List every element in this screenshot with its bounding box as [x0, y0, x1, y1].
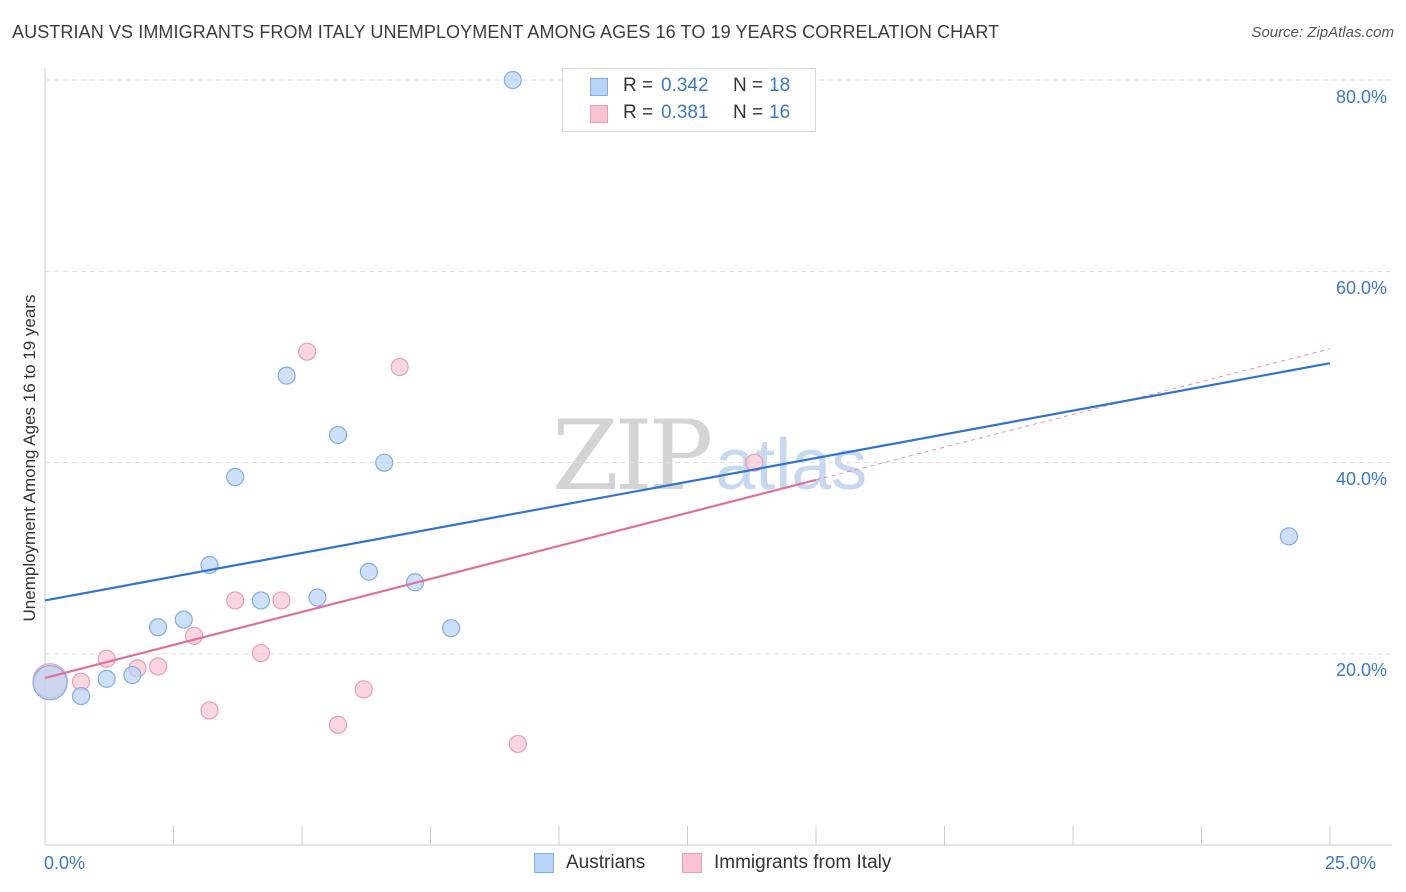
bottom-legend-austrians: Austrians: [534, 852, 664, 876]
data-point-austrians: [174, 610, 193, 629]
data-point-italy: [328, 715, 348, 734]
x-tick-label-max: 25.0%: [1325, 853, 1377, 873]
chart-title: AUSTRIAN VS IMMIGRANTS FROM ITALY UNEMPL…: [12, 22, 1000, 42]
data-point-austrians: [503, 70, 522, 90]
data-point-austrians: [328, 425, 348, 445]
data-point-austrians: [277, 366, 296, 385]
data-point-italy: [298, 342, 317, 361]
source-label: Source: ZipAtlas.com: [1251, 24, 1394, 41]
legend-r-label: R =: [623, 75, 654, 96]
data-point-italy: [354, 680, 373, 699]
legend-r-value: 0.342: [661, 75, 709, 96]
bottom-legend-swatch-blue: [534, 853, 554, 873]
trendline-italy-extension: [815, 348, 1331, 481]
trendline-italy: [44, 478, 817, 679]
data-point-italy: [272, 591, 291, 610]
legend-row-austrians: R = 0.342 N = 18: [563, 75, 815, 99]
legend-n-value: 16: [769, 102, 791, 123]
data-point-austrians: [32, 665, 68, 701]
data-point-austrians: [251, 591, 270, 610]
legend-r-label: R =: [623, 102, 654, 123]
data-point-austrians: [308, 588, 327, 607]
legend-n-label: N =: [733, 75, 764, 96]
data-point-italy: [200, 701, 219, 720]
data-point-austrians: [148, 618, 168, 637]
data-point-austrians: [1279, 527, 1298, 546]
data-point-italy: [148, 657, 168, 676]
y-tick-label-20: 20.0%: [1336, 660, 1388, 680]
y-tick-label-80: 80.0%: [1336, 87, 1388, 107]
legend-swatch-blue: [590, 78, 608, 96]
data-point-italy: [390, 357, 409, 377]
legend-n-label: N =: [733, 102, 764, 123]
legend-row-italy: R = 0.381 N = 16: [563, 102, 815, 126]
data-point-austrians: [359, 562, 378, 581]
bottom-legend-label: Austrians: [566, 852, 646, 873]
data-point-austrians: [123, 665, 142, 685]
legend-r-value: 0.381: [661, 102, 709, 123]
y-tick-label-40: 40.0%: [1336, 469, 1388, 489]
data-point-austrians: [97, 669, 116, 688]
trendline-austrians: [44, 362, 1331, 602]
correlation-legend: R = 0.342 N = 18 R = 0.381 N = 16: [562, 68, 816, 132]
data-point-italy: [508, 734, 527, 754]
data-point-austrians: [441, 619, 461, 638]
data-point-italy: [226, 591, 245, 610]
bottom-legend-label: Immigrants from Italy: [714, 852, 892, 873]
legend-n-value: 18: [769, 75, 791, 96]
bottom-legend-swatch-pink: [682, 853, 702, 873]
data-point-italy: [745, 453, 764, 472]
legend-swatch-pink: [590, 105, 608, 123]
x-tick-label-min: 0.0%: [44, 853, 86, 873]
data-point-austrians: [71, 686, 91, 706]
bottom-legend-italy: Immigrants from Italy: [682, 852, 922, 876]
y-tick-label-60: 60.0%: [1336, 278, 1388, 298]
y-axis-title: Unemployment Among Ages 16 to 19 years: [20, 294, 39, 622]
data-point-austrians: [226, 467, 245, 487]
data-point-austrians: [375, 453, 394, 472]
data-point-italy: [251, 643, 270, 663]
